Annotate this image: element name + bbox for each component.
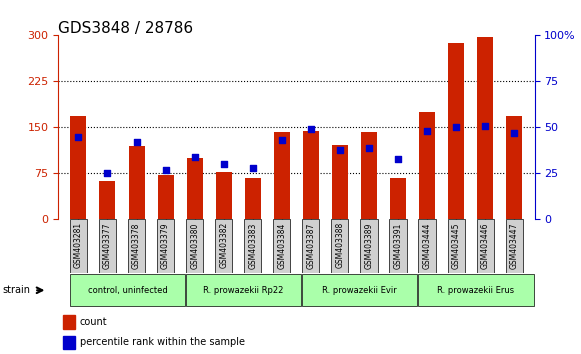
- Bar: [274, 132, 290, 219]
- Point: [335, 147, 345, 152]
- Bar: [506, 116, 522, 219]
- FancyBboxPatch shape: [447, 219, 465, 273]
- Bar: [63, 336, 75, 349]
- Point: [277, 137, 286, 143]
- Point: [393, 156, 403, 161]
- FancyBboxPatch shape: [215, 219, 232, 273]
- Point: [132, 139, 141, 145]
- Bar: [157, 175, 174, 219]
- FancyBboxPatch shape: [418, 274, 533, 306]
- Text: GSM403384: GSM403384: [277, 222, 286, 269]
- Text: control, uninfected: control, uninfected: [88, 286, 167, 295]
- Text: GDS3848 / 28786: GDS3848 / 28786: [58, 21, 193, 36]
- FancyBboxPatch shape: [157, 219, 174, 273]
- FancyBboxPatch shape: [302, 274, 417, 306]
- Point: [422, 128, 432, 134]
- FancyBboxPatch shape: [389, 219, 407, 273]
- Text: R. prowazekii Erus: R. prowazekii Erus: [437, 286, 515, 295]
- Text: GSM403444: GSM403444: [422, 222, 432, 269]
- Bar: [332, 145, 348, 219]
- Bar: [99, 182, 116, 219]
- Bar: [70, 116, 87, 219]
- FancyBboxPatch shape: [505, 219, 523, 273]
- FancyBboxPatch shape: [70, 219, 87, 273]
- Bar: [448, 43, 464, 219]
- FancyBboxPatch shape: [273, 219, 290, 273]
- FancyBboxPatch shape: [331, 219, 349, 273]
- Text: GSM403446: GSM403446: [480, 222, 490, 269]
- Point: [103, 171, 112, 176]
- Bar: [187, 158, 203, 219]
- FancyBboxPatch shape: [418, 219, 436, 273]
- Point: [451, 125, 461, 130]
- FancyBboxPatch shape: [360, 219, 378, 273]
- Bar: [361, 132, 377, 219]
- Point: [190, 154, 199, 160]
- Text: GSM403391: GSM403391: [393, 222, 403, 269]
- Text: GSM403389: GSM403389: [364, 222, 374, 269]
- Bar: [419, 112, 435, 219]
- Text: GSM403447: GSM403447: [510, 222, 519, 269]
- FancyBboxPatch shape: [186, 219, 203, 273]
- Text: R. prowazekii Evir: R. prowazekii Evir: [322, 286, 397, 295]
- Bar: [63, 315, 75, 329]
- FancyBboxPatch shape: [99, 219, 116, 273]
- Text: GSM403383: GSM403383: [248, 222, 257, 269]
- Bar: [128, 146, 145, 219]
- Text: GSM403382: GSM403382: [219, 222, 228, 268]
- Text: GSM403387: GSM403387: [306, 222, 315, 269]
- Bar: [245, 178, 261, 219]
- Bar: [216, 172, 232, 219]
- Point: [219, 161, 228, 167]
- FancyBboxPatch shape: [476, 219, 494, 273]
- Text: GSM403378: GSM403378: [132, 222, 141, 269]
- Text: strain: strain: [3, 285, 31, 295]
- Text: GSM403445: GSM403445: [451, 222, 461, 269]
- FancyBboxPatch shape: [128, 219, 145, 273]
- Point: [161, 167, 170, 173]
- Text: GSM403379: GSM403379: [161, 222, 170, 269]
- Point: [74, 134, 83, 139]
- Text: R. prowazekii Rp22: R. prowazekii Rp22: [203, 286, 284, 295]
- FancyBboxPatch shape: [186, 274, 301, 306]
- Point: [510, 130, 519, 136]
- Text: percentile rank within the sample: percentile rank within the sample: [80, 337, 245, 348]
- Point: [480, 123, 490, 129]
- FancyBboxPatch shape: [244, 219, 261, 273]
- Point: [364, 145, 374, 150]
- Point: [306, 126, 315, 132]
- Point: [248, 165, 257, 171]
- Text: GSM403388: GSM403388: [335, 222, 345, 268]
- Bar: [390, 178, 406, 219]
- Text: GSM403380: GSM403380: [190, 222, 199, 269]
- Bar: [303, 131, 319, 219]
- FancyBboxPatch shape: [302, 219, 320, 273]
- Text: GSM403281: GSM403281: [74, 222, 83, 268]
- Text: GSM403377: GSM403377: [103, 222, 112, 269]
- Bar: [477, 36, 493, 219]
- Text: count: count: [80, 317, 107, 327]
- FancyBboxPatch shape: [70, 274, 185, 306]
